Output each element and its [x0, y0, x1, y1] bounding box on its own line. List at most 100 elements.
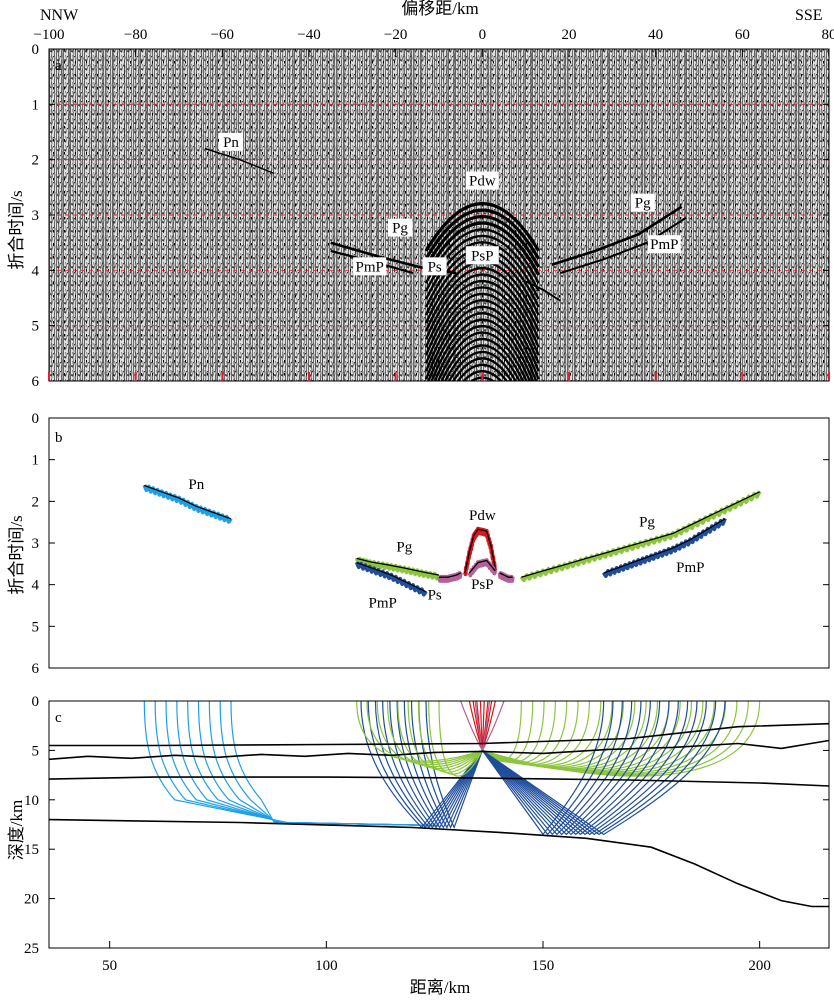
- x-axis-title: 偏移距/km: [401, 0, 478, 18]
- x-tick-label: 60: [735, 27, 750, 43]
- series-psp: [467, 558, 498, 578]
- phase-label-text: Pn: [223, 135, 239, 151]
- axis-ticks: 0 1 2 3 4 5 6: [32, 411, 829, 677]
- ray-path: [425, 701, 483, 830]
- x-tick-label: −60: [211, 27, 234, 43]
- reflection-event: [424, 299, 540, 372]
- model-fit: [356, 561, 427, 593]
- panel-label: a: [55, 58, 62, 74]
- phase-label: Pdw: [465, 171, 499, 190]
- phase-label: PmP: [676, 560, 704, 576]
- ray-group-pg: [356, 701, 483, 777]
- y-tick-label: 1: [32, 97, 40, 113]
- ray-path: [481, 701, 726, 836]
- reflection-event: [447, 351, 517, 381]
- reflection-event: [424, 279, 540, 348]
- ray-path: [410, 701, 483, 829]
- ray-path: [481, 701, 689, 836]
- y-tick-label: 5: [32, 319, 40, 335]
- axis-ticks: 50 100 150 200 0 5 10 15 20 25: [24, 694, 829, 974]
- x-tick-label: 100: [315, 958, 338, 974]
- phase-label-text: PmP: [650, 237, 678, 253]
- ray-group-pn: [143, 701, 440, 827]
- reflection-event: [436, 331, 528, 381]
- velocity-interfaces: [49, 722, 829, 908]
- label-background: [630, 193, 655, 212]
- reflection-event: [424, 292, 540, 364]
- y-axis-title: 深度/km: [7, 800, 26, 860]
- y-tick-label: 10: [24, 793, 39, 809]
- x-tick-label: 150: [532, 958, 555, 974]
- panel-c: 50 100 150 200 0 5 10 15 20 25 距离/km 深度/km c: [7, 694, 830, 997]
- y-tick-label: 0: [32, 694, 40, 710]
- phase-label: PmP: [368, 596, 396, 612]
- ray-path: [165, 701, 440, 827]
- y-axis-title: 折合时间/s: [7, 190, 26, 269]
- reflection-event: [443, 344, 521, 381]
- y-tick-label: 0: [32, 42, 40, 58]
- reflection-event: [424, 202, 541, 252]
- ray-path: [208, 701, 440, 827]
- y-tick-label: 25: [24, 941, 39, 957]
- model-fit: [464, 528, 496, 574]
- label-background: [353, 257, 387, 276]
- x-tick-label: 0: [479, 27, 487, 43]
- interface-line: [49, 739, 829, 761]
- model-fit: [468, 559, 496, 574]
- series-ps: [437, 571, 463, 583]
- phase-label: Ps: [428, 587, 442, 603]
- panel-b: 0 1 2 3 4 5 6 折合时间/s b Pn Pg PmP Ps Pdw PsP Pg PmP: [7, 411, 830, 677]
- phase-label: Pn: [188, 477, 204, 493]
- axis-ticks: −100 −80 −60 −40 −20 0 20 40 60 80 0 1 2 3 4 5 6: [32, 27, 834, 390]
- ray-path: [197, 701, 440, 827]
- ray-path: [481, 701, 717, 836]
- reflection-event: [427, 312, 538, 381]
- phase-label: PmP: [353, 257, 387, 276]
- ray-path: [481, 701, 491, 751]
- phase-labels: Pn Pdw Pg Pg PmP Ps PsP PmP: [219, 132, 681, 276]
- ray-path: [154, 701, 440, 827]
- y-tick-label: 2: [32, 153, 40, 169]
- reflection-event: [462, 370, 503, 381]
- y-axis-title: 折合时间/s: [7, 515, 26, 594]
- phase-label: Pn: [219, 132, 243, 151]
- phase-label: PsP: [465, 246, 499, 265]
- ray-path: [474, 701, 483, 751]
- reflection-event: [424, 214, 541, 268]
- seismic-arrival: [525, 280, 561, 302]
- series-pdw: [463, 526, 498, 577]
- series-pg: [519, 490, 762, 583]
- direction-right: SSE: [795, 7, 823, 24]
- y-tick-label: 4: [32, 578, 40, 594]
- series-ps: [497, 571, 515, 583]
- reflection-event: [440, 338, 525, 381]
- seismic-arrival: [551, 205, 683, 267]
- grid: [49, 103, 829, 327]
- label-background: [422, 257, 447, 276]
- y-tick-label: 1: [32, 453, 40, 469]
- ray-path: [481, 701, 698, 836]
- x-axis-title: 距离/km: [410, 978, 470, 997]
- reflection-event: [430, 318, 535, 381]
- ray-path: [230, 701, 440, 827]
- ray-path: [382, 701, 483, 829]
- label-background: [647, 235, 681, 254]
- ray-path: [481, 701, 670, 836]
- seismic-arrival: [559, 216, 687, 275]
- x-tick-label: −40: [297, 27, 320, 43]
- phase-label: PsP: [471, 577, 494, 593]
- model-fit: [144, 484, 232, 520]
- label-background: [465, 246, 499, 265]
- ray-path: [482, 701, 761, 777]
- reflection-event: [424, 267, 540, 332]
- series-pn: [142, 484, 233, 524]
- ray-path: [374, 701, 483, 829]
- ray-path: [366, 701, 483, 764]
- ray-path: [481, 701, 679, 836]
- interface-line: [49, 818, 829, 908]
- y-tick-label: 6: [32, 374, 40, 390]
- ray-path: [481, 701, 614, 836]
- ray-path: [417, 701, 483, 773]
- model-fit: [521, 491, 760, 578]
